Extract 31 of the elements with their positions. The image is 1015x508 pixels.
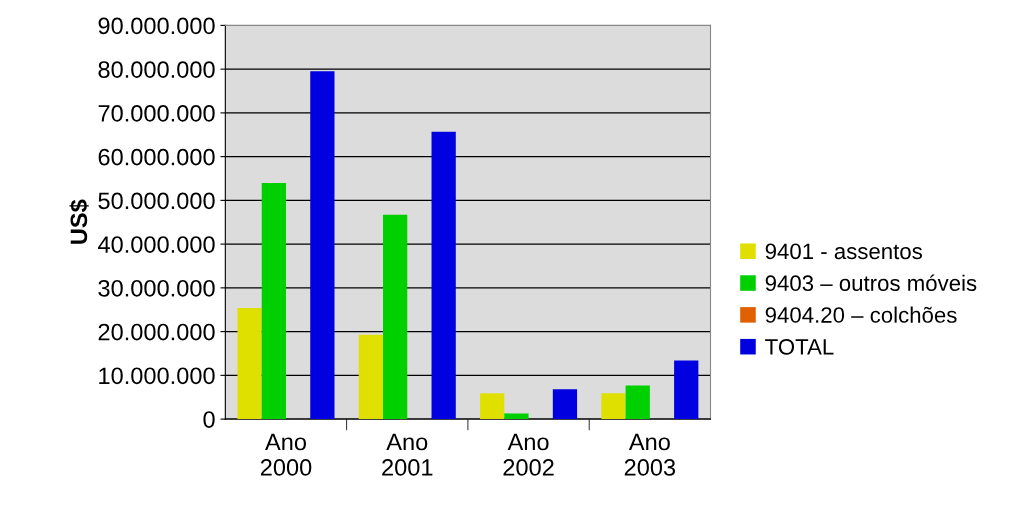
bar bbox=[261, 182, 286, 420]
bar bbox=[674, 360, 699, 420]
bar bbox=[237, 307, 262, 420]
y-axis-title: US$ bbox=[69, 199, 89, 244]
bar bbox=[480, 393, 505, 420]
y-tick-label: 70.000.000 bbox=[98, 104, 215, 122]
bar bbox=[310, 71, 335, 420]
y-tick-label: 60.000.000 bbox=[98, 148, 215, 166]
x-tick-label: Ano 2001 bbox=[382, 433, 433, 476]
bar bbox=[431, 131, 456, 420]
legend-label: 9404.20 – colchões bbox=[765, 306, 957, 323]
y-tick-label: 90.000.000 bbox=[98, 17, 215, 35]
y-tick-label: 80.000.000 bbox=[98, 61, 215, 78]
legend-label: 9403 – outros móveis bbox=[765, 274, 977, 292]
y-tick-label: 10.000.000 bbox=[99, 367, 215, 385]
bar bbox=[504, 413, 529, 420]
x-tick-label: Ano 2002 bbox=[503, 433, 554, 476]
bar bbox=[383, 214, 408, 420]
bar bbox=[625, 385, 650, 420]
x-tick-label: Ano 2003 bbox=[624, 433, 676, 476]
y-tick-label: 20.000.000 bbox=[98, 323, 215, 341]
y-tick-label: 40.000.000 bbox=[97, 236, 215, 253]
bar bbox=[552, 389, 578, 420]
x-tick-label: Ano 2000 bbox=[260, 433, 312, 476]
y-tick-label: 0 bbox=[203, 411, 215, 428]
y-tick-label: 50.000.000 bbox=[98, 192, 215, 210]
bar bbox=[601, 393, 626, 420]
legend-label: TOTAL bbox=[765, 338, 834, 355]
y-tick-label: 30.000.000 bbox=[98, 279, 215, 297]
legend-label: 9401 - assentos bbox=[765, 243, 922, 260]
bar bbox=[358, 334, 384, 420]
